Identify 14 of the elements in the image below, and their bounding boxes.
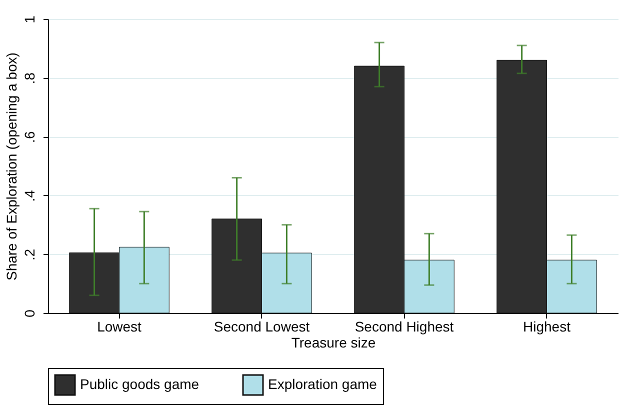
y-tick-label: 0 (22, 309, 38, 318)
y-tick-label: .6 (22, 131, 38, 143)
legend-label: Public goods game (80, 376, 200, 392)
y-tick-label: .4 (22, 190, 38, 202)
y-axis-title: Share of Exploration (opening a box) (4, 52, 20, 281)
y-tick-label: .8 (22, 72, 38, 84)
x-tick-label: Lowest (97, 318, 142, 334)
x-tick-label: Highest (523, 318, 571, 334)
y-tick-label: 1 (22, 15, 38, 24)
y-tick-label: .2 (22, 248, 38, 261)
legend-label: Exploration game (268, 376, 378, 392)
x-tick-label: Second Lowest (214, 318, 310, 334)
x-tick-label: Second Highest (354, 318, 454, 334)
x-axis-title: Treasure size (291, 334, 376, 350)
